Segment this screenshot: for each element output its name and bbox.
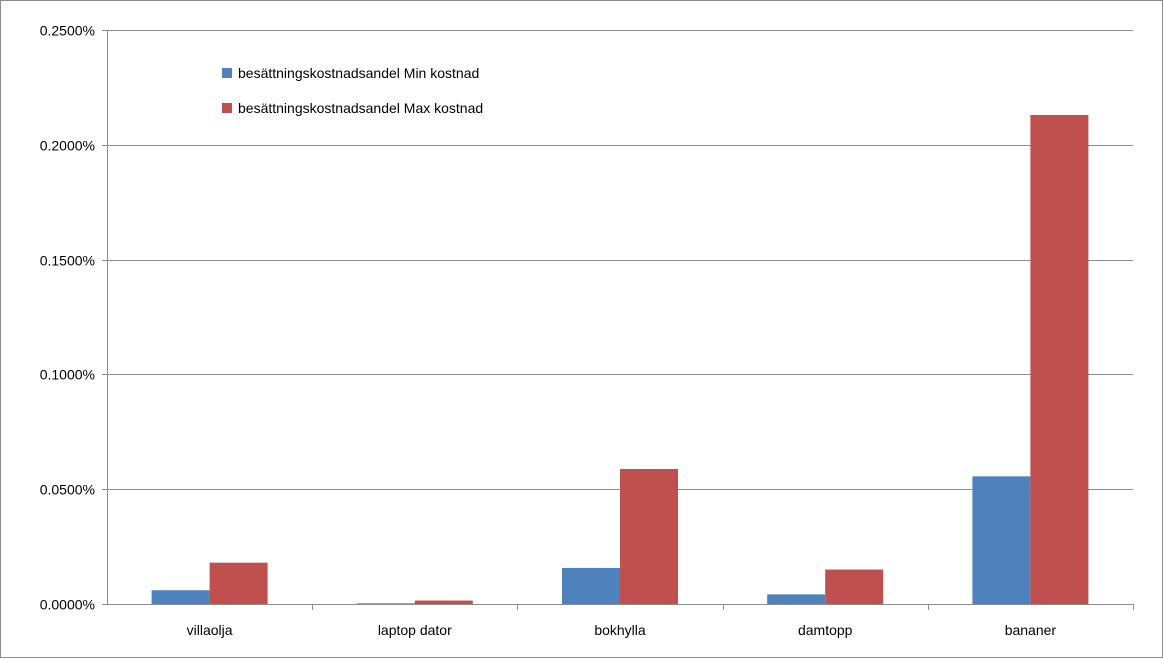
bar-min-bokhylla <box>562 567 620 604</box>
bar-max-bokhylla <box>620 468 678 604</box>
legend-swatch-min <box>222 68 232 78</box>
bar-max-villaolja <box>209 562 268 604</box>
y-tick-label: 0.0500% <box>40 482 95 498</box>
axes <box>107 30 1133 605</box>
bars <box>151 114 1089 605</box>
x-tick-label: damtopp <box>798 622 853 638</box>
legend: besättningskostnadsandel Min kostnad bes… <box>222 65 483 116</box>
y-tick-label: 0.1500% <box>40 253 95 269</box>
legend-swatch-max <box>222 103 232 113</box>
x-tick-label: bananer <box>1005 622 1057 638</box>
bar-max-bananer <box>1030 114 1089 605</box>
y-ticks: 0.0000% 0.0500% 0.1000% 0.1500% 0.2000% 0.250… <box>40 23 107 613</box>
legend-label-min: besättningskostnadsandel Min kostnad <box>238 65 479 81</box>
y-tick-label: 0.1000% <box>40 367 95 383</box>
legend-label-max: besättningskostnadsandel Max kostnad <box>238 100 483 116</box>
bar-max-laptop-dator <box>414 600 473 604</box>
x-tick-label: bokhylla <box>594 622 646 638</box>
x-ticks: villaolja laptop dator bokhylla damtopp bana… <box>187 604 1134 638</box>
y-tick-label: 0.2500% <box>40 23 95 39</box>
y-tick-label: 0.0000% <box>40 597 95 613</box>
x-tick-label: laptop dator <box>378 622 452 638</box>
bar-min-villaolja <box>151 590 210 604</box>
bar-min-bananer <box>972 476 1031 604</box>
bar-max-damtopp <box>825 569 884 604</box>
gridlines <box>107 30 1133 490</box>
x-tick-label: villaolja <box>187 622 233 638</box>
bar-min-damtopp <box>767 594 826 604</box>
bar-min-laptop-dator <box>356 603 415 604</box>
y-tick-label: 0.2000% <box>40 138 95 154</box>
